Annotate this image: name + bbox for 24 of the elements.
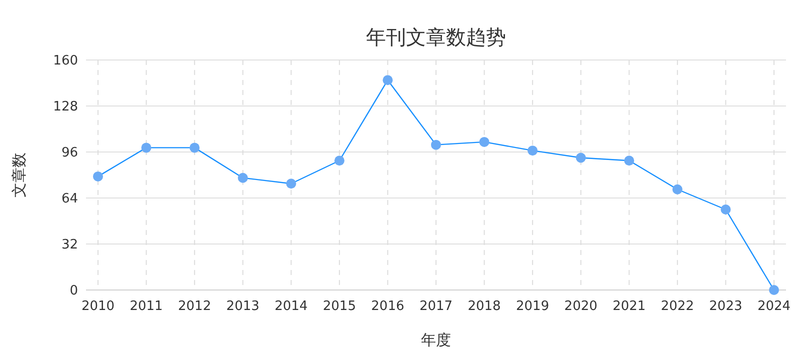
x-tick-label: 2010 bbox=[81, 299, 115, 314]
x-tick-label: 2015 bbox=[322, 299, 356, 314]
x-tick-label: 2012 bbox=[178, 299, 212, 314]
y-axis-title: 文章数 bbox=[10, 152, 28, 198]
y-tick-label: 128 bbox=[53, 100, 78, 114]
x-tick-label: 2017 bbox=[419, 299, 453, 314]
y-tick-label: 96 bbox=[61, 146, 78, 160]
x-axis-title: 年度 bbox=[421, 331, 451, 349]
x-tick-label: 2016 bbox=[371, 299, 404, 314]
x-tick-label: 2024 bbox=[757, 299, 791, 314]
y-tick-label: 32 bbox=[61, 238, 78, 252]
x-tick-label: 2020 bbox=[564, 299, 598, 314]
chart-title: 年刊文章数趋势 bbox=[366, 25, 506, 49]
x-tick-label: 2018 bbox=[468, 299, 501, 314]
x-tick-label: 2021 bbox=[612, 299, 646, 314]
x-tick-label: 2014 bbox=[274, 299, 308, 314]
x-tick-label: 2022 bbox=[660, 299, 694, 314]
y-tick-label: 64 bbox=[61, 192, 78, 206]
x-tick-label: 2013 bbox=[226, 299, 260, 314]
x-tick-label: 2023 bbox=[709, 299, 742, 314]
x-tick-label: 2019 bbox=[516, 299, 550, 314]
y-tick-label: 160 bbox=[53, 54, 78, 68]
y-tick-label: 0 bbox=[70, 284, 78, 298]
x-tick-label: 2011 bbox=[130, 299, 163, 314]
